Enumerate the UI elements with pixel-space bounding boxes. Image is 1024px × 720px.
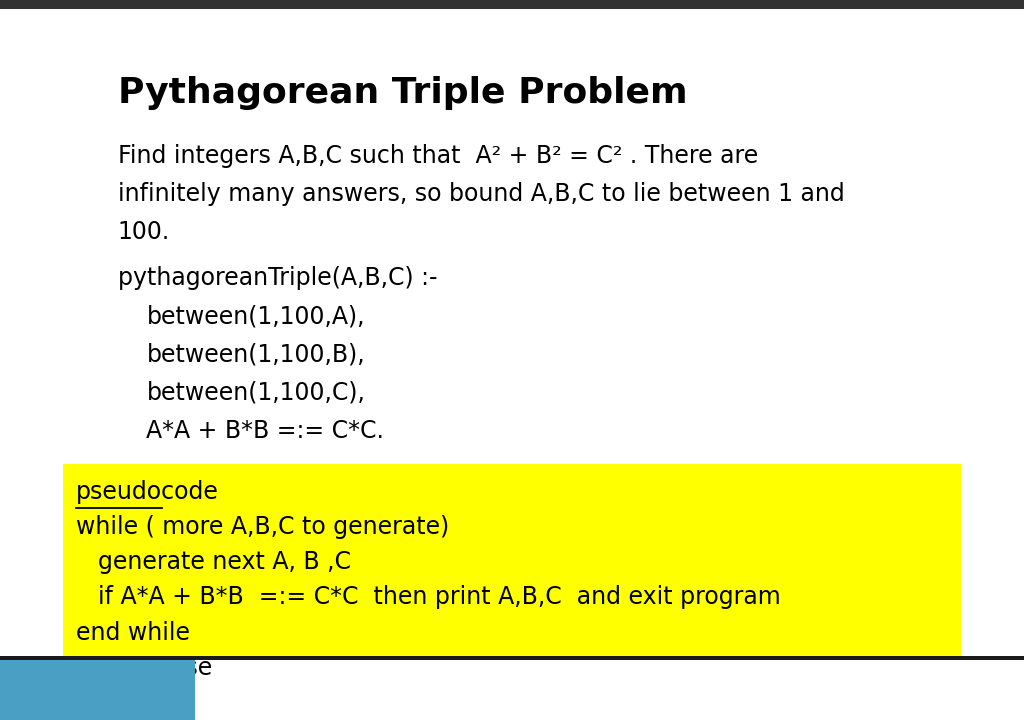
FancyBboxPatch shape — [0, 660, 195, 720]
Text: between(1,100,A),: between(1,100,A), — [146, 305, 365, 328]
Text: generate next A, B ,C: generate next A, B ,C — [98, 550, 351, 574]
Text: pseudocode: pseudocode — [76, 480, 219, 503]
FancyBboxPatch shape — [63, 464, 961, 657]
Text: pythagoreanTriple(A,B,C) :-: pythagoreanTriple(A,B,C) :- — [118, 266, 437, 290]
Text: end while: end while — [76, 621, 189, 644]
FancyBboxPatch shape — [0, 0, 1024, 9]
Text: while ( more A,B,C to generate): while ( more A,B,C to generate) — [76, 515, 450, 539]
Text: between(1,100,C),: between(1,100,C), — [146, 381, 366, 405]
Text: return false: return false — [76, 656, 212, 680]
Text: Find integers A,B,C such that  A² + B² = C² . There are: Find integers A,B,C such that A² + B² = … — [118, 144, 758, 168]
Text: if A*A + B*B  =:= C*C  then print A,B,C  and exit program: if A*A + B*B =:= C*C then print A,B,C an… — [98, 585, 781, 609]
Text: Pythagorean Triple Problem: Pythagorean Triple Problem — [118, 76, 687, 109]
Text: infinitely many answers, so bound A,B,C to lie between 1 and: infinitely many answers, so bound A,B,C … — [118, 182, 845, 206]
Text: A*A + B*B =:= C*C.: A*A + B*B =:= C*C. — [146, 419, 384, 443]
Text: between(1,100,B),: between(1,100,B), — [146, 343, 366, 366]
Text: 100.: 100. — [118, 220, 170, 244]
FancyBboxPatch shape — [0, 656, 1024, 660]
